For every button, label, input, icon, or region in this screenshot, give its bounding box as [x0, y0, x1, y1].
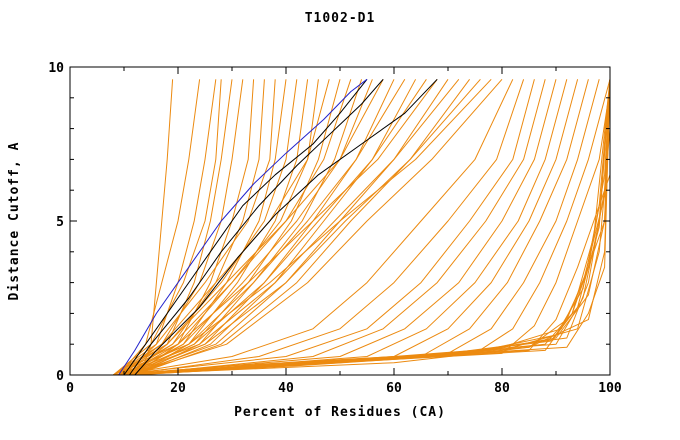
series-line-orange [113, 79, 535, 376]
series-line-orange [123, 79, 427, 376]
series-line-orange [112, 79, 438, 376]
series-line-orange [123, 78, 481, 376]
plot-content: 0 20 40 60 80 100 0 5 10 [48, 61, 622, 396]
y-axis-label: Distance Cutoff, A [7, 142, 22, 301]
series-line-orange [139, 79, 174, 376]
series-line-orange [112, 79, 276, 376]
series-line-orange [118, 79, 557, 376]
series-line-orange [123, 79, 525, 376]
x-tick-label: 40 [278, 381, 294, 396]
x-tick-label: 100 [598, 381, 622, 396]
series-line-orange [118, 79, 201, 376]
series-line-orange [123, 79, 217, 376]
series-line-blue [118, 78, 368, 376]
series-line-orange [113, 78, 492, 376]
series-line-orange [134, 79, 471, 376]
series-line-orange [134, 79, 417, 376]
series-line-orange [118, 79, 298, 376]
y-tick-label: 10 [48, 61, 64, 76]
x-tick-label: 80 [494, 381, 510, 396]
series-line-orange [129, 79, 449, 376]
series-line-orange [129, 79, 287, 376]
series-line-orange [123, 79, 319, 376]
series-line-orange [123, 79, 568, 376]
y-tick-label: 0 [56, 369, 64, 384]
series-line-orange [112, 79, 384, 376]
series-line-orange [129, 79, 546, 376]
series-line-orange [129, 79, 611, 376]
x-tick-label: 20 [170, 381, 186, 396]
series-line-black [123, 78, 368, 376]
y-tick-label: 5 [56, 215, 64, 230]
series-line-orange [118, 79, 611, 376]
chart-title: T1002-D1 [305, 11, 376, 26]
x-tick-label: 0 [66, 381, 74, 396]
series-line-orange [129, 79, 611, 376]
series-line-black [128, 78, 384, 376]
series-line-black [134, 78, 438, 376]
series-line-orange [129, 79, 233, 376]
x-tick-label: 60 [386, 381, 402, 396]
series-line-orange [129, 78, 503, 376]
x-axis-label: Percent of Residues (CA) [234, 405, 446, 420]
series-line-orange [118, 79, 514, 376]
series-line-orange [113, 79, 611, 376]
series-line-orange [123, 79, 373, 376]
series-line-orange [134, 79, 363, 376]
series-line-orange [123, 79, 611, 376]
series-line-orange [112, 79, 222, 376]
series-line-orange [118, 79, 352, 376]
series-line-orange [113, 88, 611, 376]
